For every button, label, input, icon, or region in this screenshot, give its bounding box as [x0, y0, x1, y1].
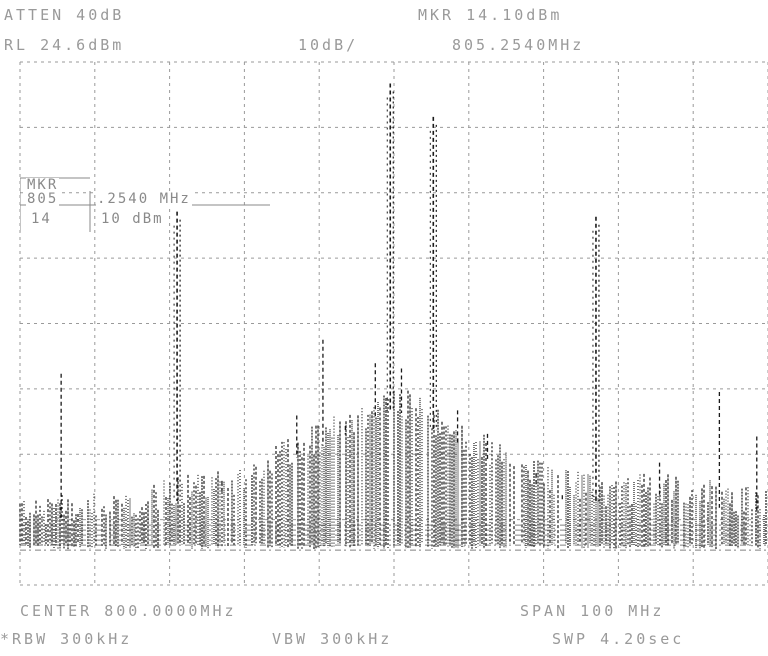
center-freq-readout: CENTER 800.0000MHz [20, 602, 237, 620]
span-readout: SPAN 100 MHz [520, 602, 665, 620]
marker-annotation-box: MKR 805 .2540 MHz 14 10 dBm [20, 174, 270, 232]
marker-label: MKR [26, 177, 60, 193]
marker-freq-readout: 805.2540MHz [452, 36, 585, 54]
marker-level-value: 10 dBm [100, 211, 165, 227]
sweep-time-readout: SWP 4.20sec [552, 630, 685, 648]
vbw-readout: VBW 300kHz [272, 630, 393, 648]
ref-level-readout: RL 24.6dBm [4, 36, 125, 54]
marker-freq-label: 805 [26, 191, 60, 207]
marker-level-readout: MKR 14.10dBm [418, 6, 563, 24]
marker-level-label: 14 [30, 211, 53, 227]
atten-readout: ATTEN 40dB [4, 6, 125, 24]
spectrum-trace [19, 83, 768, 551]
scale-readout: 10dB/ [298, 36, 359, 54]
marker-freq-value: .2540 MHz [96, 191, 192, 207]
rbw-readout: *RBW 300kHz [0, 630, 133, 648]
